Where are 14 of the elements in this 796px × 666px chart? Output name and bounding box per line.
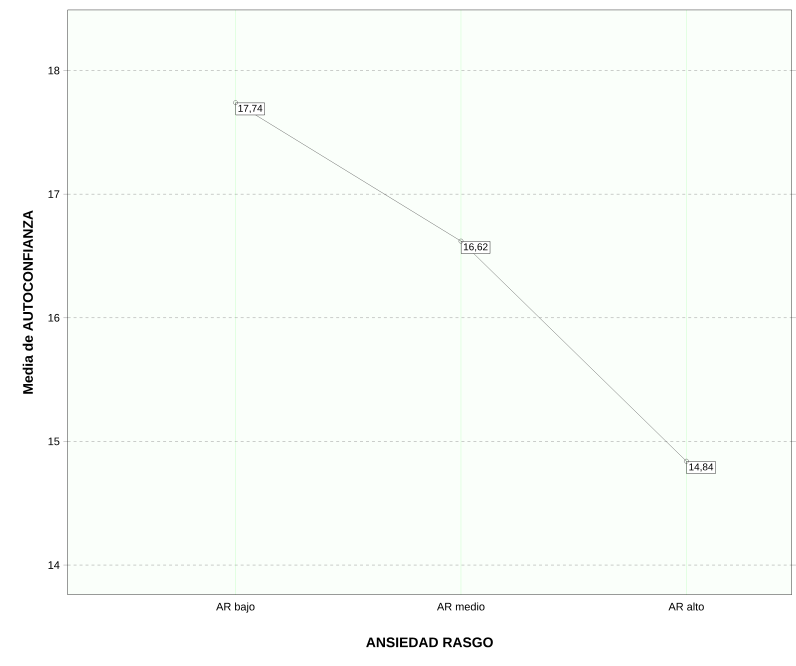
data-label: 14,84 [689,463,714,472]
y-tick-label: 15 [48,437,60,446]
y-tick-label: 14 [48,561,60,569]
x-tick-label: AR bajo [216,602,255,613]
x-axis-title: ANSIEDAD RASGO [366,637,493,648]
data-label: 16,62 [464,243,488,252]
x-tick-label: AR alto [668,602,704,610]
y-tick-label: 17 [48,190,60,198]
x-tick-label: AR medio [436,602,485,610]
y-tick-label: 16 [48,314,60,322]
point [458,238,464,244]
data-label: 17,74 [238,104,262,113]
y-tick-label: 18 [48,66,60,74]
y-axis-title: Media de AUTOCONFIANZA [22,210,33,394]
